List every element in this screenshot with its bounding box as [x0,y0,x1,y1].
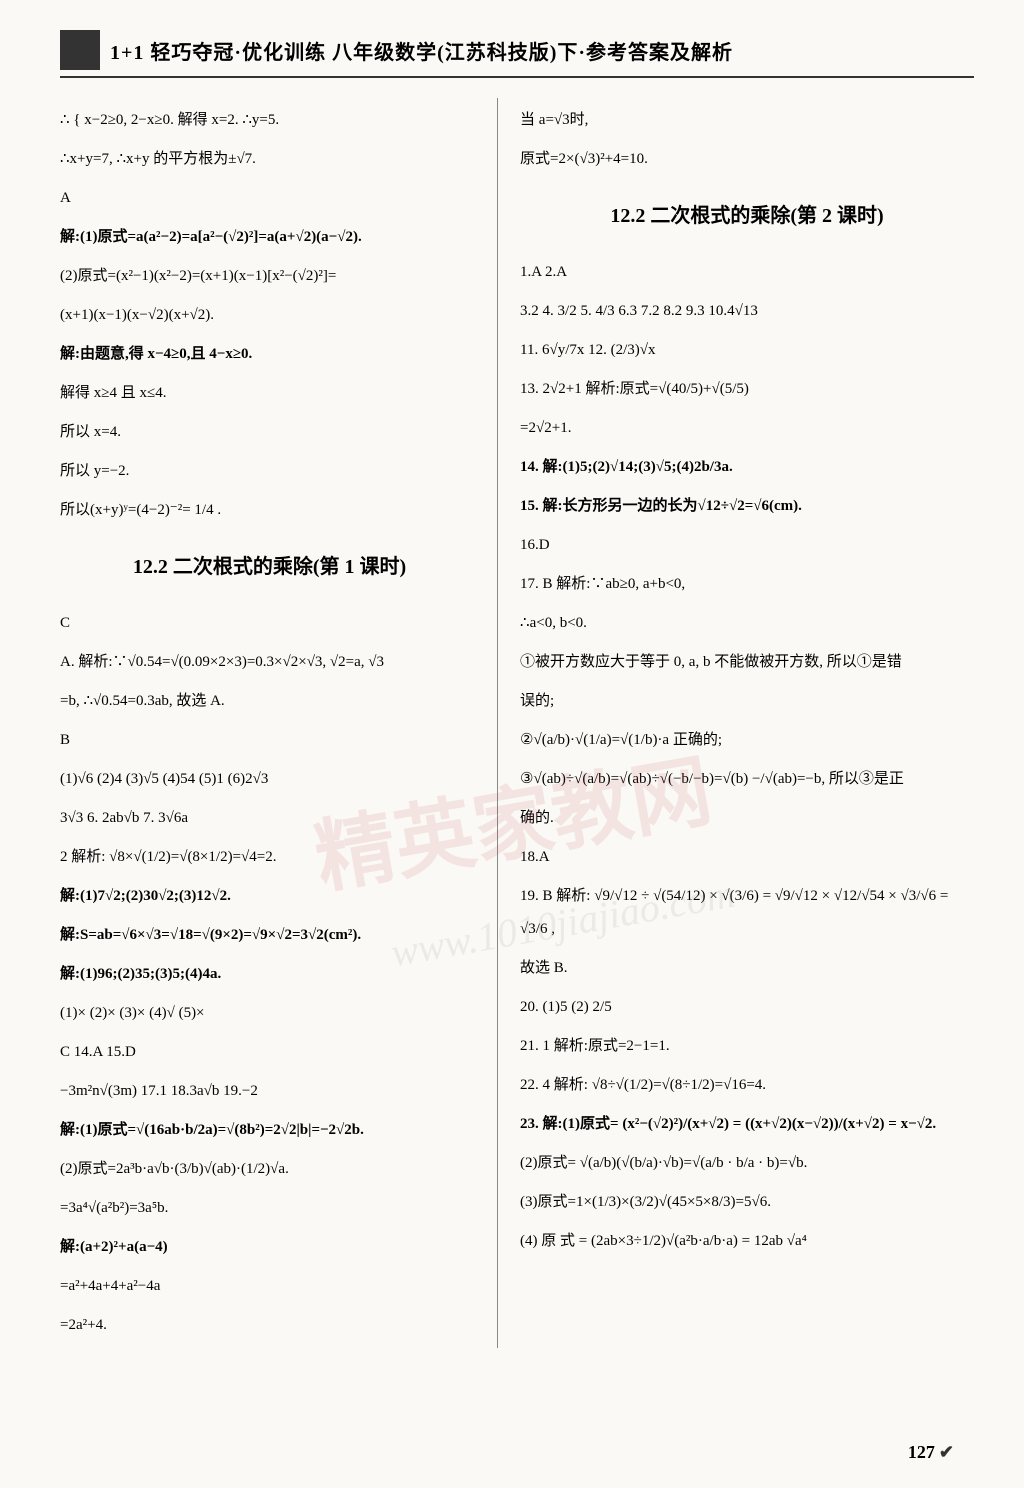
math-line: 14. 解:(1)5;(2)√14;(3)√5;(4)2b/3a. [520,451,974,484]
page-number: 127 [908,1442,954,1463]
math-line: 解:(1)96;(2)35;(3)5;(4)4a. [60,958,479,991]
math-line: 23. 解:(1)原式= (x²−(√2)²)/(x+√2) = ((x+√2)… [520,1108,974,1141]
math-line: 解:(1)原式=√(16ab·b/2a)=√(8b²)=2√2|b|=−2√2b… [60,1114,479,1147]
math-line: =b, ∴√0.54=0.3ab, 故选 A. [60,685,479,718]
content-columns: ∴ { x−2≥0, 2−x≥0. 解得 x=2. ∴y=5. ∴x+y=7, … [60,98,974,1348]
math-line: 20. (1)5 (2) 2/5 [520,991,974,1024]
math-line: 11. 6√y/7x 12. (2/3)√x [520,334,974,367]
math-line: 误的; [520,685,974,718]
page: 1+1 轻巧夺冠·优化训练 八年级数学(江苏科技版)下·参考答案及解析 精英家教… [0,0,1024,1488]
math-line: 15. 解:长方形另一边的长为√12÷√2=√6(cm). [520,490,974,523]
math-line: 21. 1 解析:原式=2−1=1. [520,1030,974,1063]
math-line: A. 解析:∵√0.54=√(0.09×2×3)=0.3×√2×√3, √2=a… [60,646,479,679]
left-column: ∴ { x−2≥0, 2−x≥0. 解得 x=2. ∴y=5. ∴x+y=7, … [60,98,498,1348]
section-title: 12.2 二次根式的乘除(第 1 课时) [60,545,479,589]
math-line: 17. B 解析:∵ab≥0, a+b<0, [520,568,974,601]
math-line: ①被开方数应大于等于 0, a, b 不能做被开方数, 所以①是错 [520,646,974,679]
math-line: 解得 x≥4 且 x≤4. [60,377,479,410]
answer-line: B [60,724,479,757]
header-title: 1+1 轻巧夺冠·优化训练 八年级数学(江苏科技版)下·参考答案及解析 [110,36,733,65]
logo-icon [60,30,100,70]
math-line: 原式=2×(√3)²+4=10. [520,143,974,176]
math-line: (1)× (2)× (3)× (4)√ (5)× [60,997,479,1030]
math-line: 解:(1)7√2;(2)30√2;(3)12√2. [60,880,479,913]
answer-line: 1.A 2.A [520,256,974,289]
answer-line: 16.D [520,529,974,562]
math-line: 解:S=ab=√6×√3=√18=√(9×2)=√9×√2=3√2(cm²). [60,919,479,952]
math-line: =3a⁴√(a²b²)=3a⁵b. [60,1192,479,1225]
math-line: ∴a<0, b<0. [520,607,974,640]
math-line: −3m²n√(3m) 17.1 18.3a√b 19.−2 [60,1075,479,1108]
answer-line: 18.A [520,841,974,874]
math-line: 解:(a+2)²+a(a−4) [60,1231,479,1264]
answer-line: C 14.A 15.D [60,1036,479,1069]
math-line: 确的. [520,802,974,835]
math-line: (x+1)(x−1)(x−√2)(x+√2). [60,299,479,332]
answer-line: C [60,607,479,640]
math-line: 所以 y=−2. [60,455,479,488]
answer-line: A [60,182,479,215]
math-line: 所以(x+y)ʸ=(4−2)⁻²= 1/4 . [60,494,479,527]
math-line: 3√3 6. 2ab√b 7. 3√6a [60,802,479,835]
math-line: 故选 B. [520,952,974,985]
math-line: 当 a=√3时, [520,104,974,137]
math-line: ③√(ab)÷√(a/b)=√(ab)÷√(−b/−b)=√(b) −/√(ab… [520,763,974,796]
math-line: (2)原式=(x²−1)(x²−2)=(x+1)(x−1)[x²−(√2)²]= [60,260,479,293]
math-line: 3.2 4. 3/2 5. 4/3 6.3 7.2 8.2 9.3 10.4√1… [520,295,974,328]
math-line: (1)√6 (2)4 (3)√5 (4)54 (5)1 (6)2√3 [60,763,479,796]
math-line: 19. B 解析: √9/√12 ÷ √(54/12) × √(3/6) = √… [520,880,974,946]
math-line: 22. 4 解析: √8÷√(1/2)=√(8÷1/2)=√16=4. [520,1069,974,1102]
right-column: 当 a=√3时, 原式=2×(√3)²+4=10. 12.2 二次根式的乘除(第… [498,98,974,1348]
math-line: ②√(a/b)·√(1/a)=√(1/b)·a 正确的; [520,724,974,757]
math-line: 2 解析: √8×√(1/2)=√(8×1/2)=√4=2. [60,841,479,874]
math-line: (4) 原 式 = (2ab×3÷1/2)√(a²b·a/b·a) = 12ab… [520,1225,974,1258]
math-line: 解:由题意,得 x−4≥0,且 4−x≥0. [60,338,479,371]
math-line: =2√2+1. [520,412,974,445]
page-header: 1+1 轻巧夺冠·优化训练 八年级数学(江苏科技版)下·参考答案及解析 [60,30,974,78]
math-line: 解:(1)原式=a(a²−2)=a[a²−(√2)²]=a(a+√2)(a−√2… [60,221,479,254]
math-line: ∴ { x−2≥0, 2−x≥0. 解得 x=2. ∴y=5. [60,104,479,137]
math-line: (2)原式= √(a/b)(√(b/a)·√b)=√(a/b · b/a · b… [520,1147,974,1180]
math-line: 13. 2√2+1 解析:原式=√(40/5)+√(5/5) [520,373,974,406]
math-line: (3)原式=1×(1/3)×(3/2)√(45×5×8/3)=5√6. [520,1186,974,1219]
math-line: =2a²+4. [60,1309,479,1342]
math-line: (2)原式=2a³b·a√b·(3/b)√(ab)·(1/2)√a. [60,1153,479,1186]
section-title: 12.2 二次根式的乘除(第 2 课时) [520,194,974,238]
math-line: =a²+4a+4+a²−4a [60,1270,479,1303]
math-line: 所以 x=4. [60,416,479,449]
math-line: ∴x+y=7, ∴x+y 的平方根为±√7. [60,143,479,176]
